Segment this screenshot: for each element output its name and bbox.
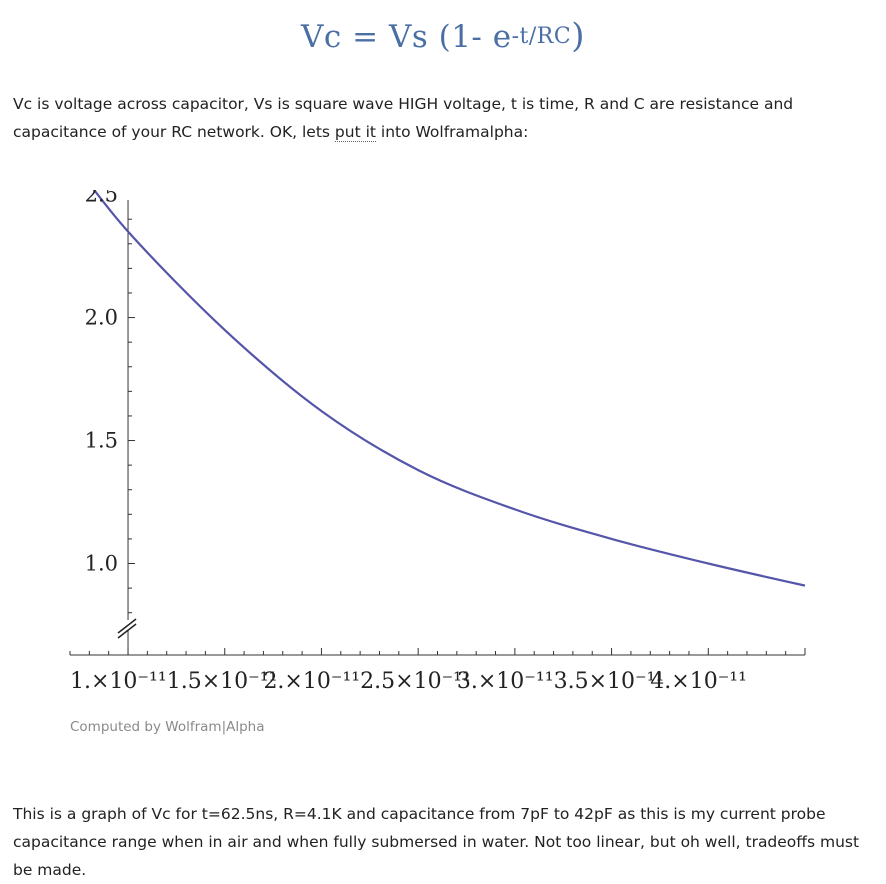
chart-axes	[70, 200, 805, 655]
formula-exponent: -t/RC	[512, 24, 572, 49]
y-tick-label: 2.5	[85, 190, 118, 207]
wolfram-credit: Computed by Wolfram|Alpha	[70, 719, 265, 735]
intro-text-after: into Wolframalpha:	[376, 123, 528, 141]
y-tick-label: 2.0	[85, 306, 118, 330]
x-tick-label: 2.5×10⁻¹¹	[360, 669, 471, 690]
x-tick-label: 4.×10⁻¹¹	[650, 669, 747, 690]
y-tick-label: 1.0	[85, 552, 118, 576]
formula-heading: Vc = Vs (1- e-t/RC)	[0, 16, 886, 56]
chart-ticks	[70, 219, 805, 655]
x-tick-label: 1.5×10⁻¹¹	[167, 669, 278, 690]
intro-link[interactable]: put it	[335, 123, 376, 142]
x-tick-label: 2.×10⁻¹¹	[263, 669, 360, 690]
formula-rhs-start: Vs (1- e	[389, 19, 512, 55]
y-tick-label: 1.5	[85, 429, 118, 453]
outro-paragraph: This is a graph of Vc for t=62.5ns, R=4.…	[13, 800, 881, 884]
intro-paragraph: Vc is voltage across capacitor, Vs is sq…	[13, 90, 881, 146]
formula-rhs-end: )	[571, 16, 585, 56]
series-line	[70, 190, 805, 586]
chart-series	[70, 190, 805, 586]
x-tick-label: 3.5×10⁻¹¹	[554, 669, 665, 690]
x-tick-label: 3.×10⁻¹¹	[457, 669, 554, 690]
formula-lhs: Vc	[301, 19, 342, 55]
x-tick-label: 1.×10⁻¹¹	[70, 669, 167, 690]
formula-equals: =	[352, 19, 378, 55]
